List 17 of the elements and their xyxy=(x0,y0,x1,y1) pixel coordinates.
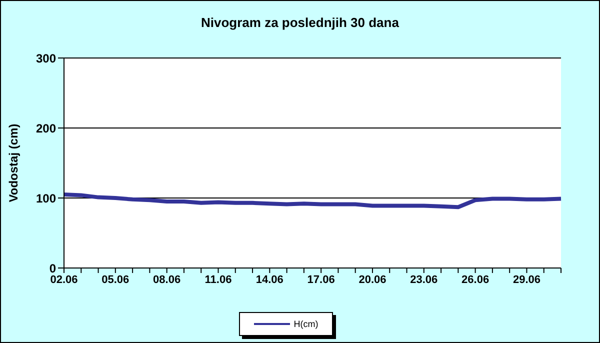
x-tick-label: 26.06 xyxy=(462,274,490,286)
x-tick-label: 14.06 xyxy=(256,274,284,286)
x-tick-label: 23.06 xyxy=(410,274,438,286)
x-tick-label: 05.06 xyxy=(102,274,130,286)
x-tick-label: 20.06 xyxy=(358,274,386,286)
y-tick-label: 200 xyxy=(36,121,56,136)
chart-title: Nivogram za poslednjih 30 dana xyxy=(200,15,400,30)
y-tick-label: 100 xyxy=(36,191,56,206)
x-tick-label: 17.06 xyxy=(307,274,335,286)
x-tick-label: 08.06 xyxy=(153,274,181,286)
y-tick-label: 300 xyxy=(36,51,56,66)
y-axis-title: Vodostaj (cm) xyxy=(6,124,20,202)
x-tick-label: 29.06 xyxy=(512,274,540,286)
y-tick-label: 0 xyxy=(49,261,56,276)
x-tick-label: 11.06 xyxy=(204,274,232,286)
x-tick-label: 02.06 xyxy=(50,274,78,286)
legend-label: H(cm) xyxy=(292,319,318,329)
